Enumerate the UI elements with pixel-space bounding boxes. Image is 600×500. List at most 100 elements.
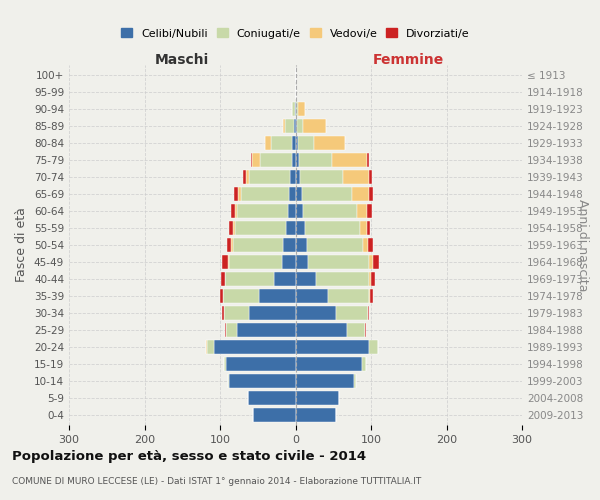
Bar — [305, 221, 361, 235]
Bar — [285, 119, 294, 133]
Bar — [221, 272, 224, 286]
Bar — [369, 187, 373, 201]
Bar — [298, 136, 314, 150]
Bar — [292, 102, 295, 116]
Bar — [369, 289, 370, 303]
Bar — [286, 221, 296, 235]
Bar — [224, 357, 226, 371]
Bar — [296, 391, 339, 405]
Bar — [227, 255, 229, 269]
Bar — [222, 306, 224, 320]
Bar — [222, 255, 227, 269]
Bar — [241, 187, 289, 201]
Text: Maschi: Maschi — [155, 52, 209, 66]
Bar — [296, 204, 303, 218]
Bar — [227, 238, 232, 252]
Y-axis label: Anni di nascita: Anni di nascita — [576, 198, 589, 291]
Bar — [370, 289, 373, 303]
Bar — [296, 102, 298, 116]
Bar — [253, 153, 260, 167]
Bar — [245, 170, 250, 184]
Bar — [296, 170, 300, 184]
Y-axis label: Fasce di età: Fasce di età — [16, 208, 28, 282]
Text: Femmine: Femmine — [373, 52, 445, 66]
Bar — [316, 272, 369, 286]
Bar — [224, 272, 225, 286]
Bar — [368, 306, 370, 320]
Bar — [289, 187, 296, 201]
Bar — [214, 340, 296, 354]
Bar — [294, 119, 296, 133]
Bar — [365, 323, 366, 337]
Bar — [232, 204, 235, 218]
Bar — [303, 119, 326, 133]
Bar — [226, 357, 296, 371]
Bar — [371, 272, 375, 286]
Bar — [373, 255, 379, 269]
Bar — [362, 357, 366, 371]
Bar — [299, 153, 332, 167]
Bar — [335, 306, 368, 320]
Bar — [369, 255, 373, 269]
Bar — [233, 187, 238, 201]
Bar — [227, 374, 229, 388]
Bar — [296, 153, 299, 167]
Bar — [296, 272, 316, 286]
Bar — [369, 272, 371, 286]
Bar — [274, 272, 296, 286]
Bar — [292, 136, 296, 150]
Bar — [296, 340, 370, 354]
Bar — [367, 153, 370, 167]
Bar — [251, 153, 253, 167]
Bar — [282, 255, 296, 269]
Text: Popolazione per età, sesso e stato civile - 2014: Popolazione per età, sesso e stato civil… — [12, 450, 366, 463]
Bar — [352, 187, 369, 201]
Bar — [232, 238, 233, 252]
Bar — [361, 221, 367, 235]
Bar — [303, 204, 356, 218]
Bar — [259, 289, 296, 303]
Bar — [296, 221, 305, 235]
Bar — [229, 374, 296, 388]
Bar — [295, 102, 296, 116]
Bar — [362, 238, 368, 252]
Bar — [296, 255, 308, 269]
Bar — [298, 102, 305, 116]
Bar — [225, 272, 274, 286]
Bar — [296, 238, 307, 252]
Bar — [242, 170, 245, 184]
Bar — [367, 221, 370, 235]
Bar — [296, 119, 297, 133]
Bar — [296, 187, 302, 201]
Bar — [343, 170, 369, 184]
Bar — [370, 340, 378, 354]
Bar — [288, 204, 296, 218]
Bar — [347, 323, 365, 337]
Bar — [296, 408, 335, 422]
Bar — [307, 238, 362, 252]
Bar — [308, 255, 369, 269]
Bar — [296, 323, 347, 337]
Bar — [332, 153, 367, 167]
Bar — [302, 187, 352, 201]
Bar — [253, 408, 296, 422]
Bar — [292, 153, 296, 167]
Bar — [238, 187, 241, 201]
Bar — [220, 289, 223, 303]
Bar — [207, 340, 214, 354]
Bar — [260, 153, 292, 167]
Bar — [314, 136, 344, 150]
Bar — [233, 238, 283, 252]
Bar — [235, 221, 286, 235]
Bar — [300, 170, 343, 184]
Bar — [223, 289, 259, 303]
Bar — [265, 136, 271, 150]
Bar — [296, 357, 362, 371]
Bar — [290, 170, 296, 184]
Bar — [248, 391, 296, 405]
Bar — [271, 136, 292, 150]
Bar — [355, 374, 356, 388]
Bar — [283, 238, 296, 252]
Bar — [233, 221, 235, 235]
Bar — [226, 323, 236, 337]
